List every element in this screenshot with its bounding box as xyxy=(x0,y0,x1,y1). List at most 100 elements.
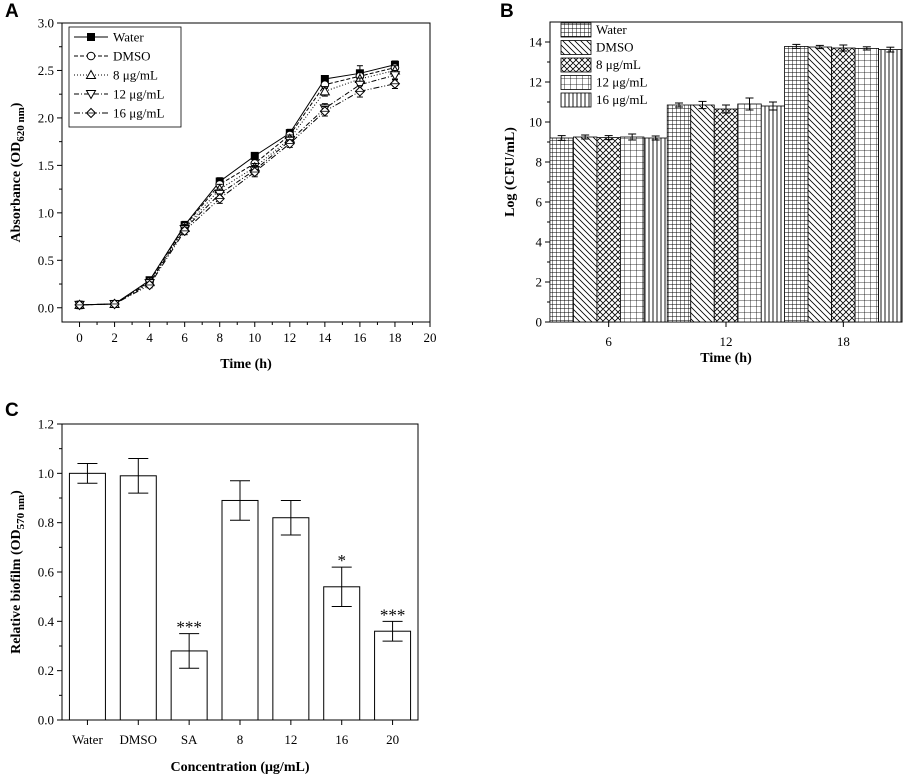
legend-label: DMSO xyxy=(113,49,151,64)
legend-label: 12 μg/mL xyxy=(596,75,647,90)
y-tick-label: 2.0 xyxy=(38,110,54,125)
x-tick-label: 0 xyxy=(76,330,83,345)
bar xyxy=(878,49,903,323)
bar xyxy=(760,105,786,323)
y-tick-label: 0.2 xyxy=(38,663,54,678)
x-tick-label: 8 xyxy=(216,330,223,345)
x-axis-title: Time (h) xyxy=(220,357,272,372)
legend-marker xyxy=(86,51,96,61)
panel-label-b: B xyxy=(500,1,514,22)
x-tick-label: 14 xyxy=(318,330,332,345)
x-axis-title: Time (h) xyxy=(700,351,752,366)
y-tick-label: 1.0 xyxy=(38,205,54,220)
legend-marker xyxy=(85,69,97,79)
x-tick-label: 18 xyxy=(837,334,850,349)
significance-label: * xyxy=(337,551,346,570)
x-tick-label: 16 xyxy=(353,330,367,345)
legend-swatch xyxy=(560,40,592,55)
legend-label: DMSO xyxy=(596,40,634,55)
data-point xyxy=(74,299,85,311)
legend-marker xyxy=(85,90,97,100)
legend: Water DMSO 8 μg/mL 12 μg/mL 16 μg/mL xyxy=(560,22,647,108)
x-tick-label: 6 xyxy=(181,330,188,345)
y-tick-label: 0.0 xyxy=(38,713,54,728)
chart-a-line-growth: 0 2 4 6 8 10 12 14 16 18 20 0.0 0.5 1.0 1.5 2.0 2.5 3.0 Ti… xyxy=(9,16,437,373)
x-tick-label: 4 xyxy=(146,330,153,345)
data-point xyxy=(144,279,155,291)
bar xyxy=(666,104,692,323)
y-axis-title: Absorbance (OD620 nm) xyxy=(9,102,27,242)
data-point xyxy=(354,86,366,97)
x-tick-label: 20 xyxy=(386,732,399,747)
significance-label: *** xyxy=(176,618,202,637)
y-tick-label: 0.5 xyxy=(38,253,54,268)
legend-label: 12 μg/mL xyxy=(113,87,164,102)
bar xyxy=(596,137,621,323)
y-tick-label: 1.5 xyxy=(38,158,54,173)
bar xyxy=(643,137,668,323)
panel-label-c: C xyxy=(5,400,19,421)
x-tick-label: 8 xyxy=(237,732,244,747)
y-tick-label: 2.5 xyxy=(38,63,54,78)
data-point xyxy=(249,166,260,178)
bar xyxy=(549,137,574,323)
x-tick-label: 16 xyxy=(335,732,349,747)
bar xyxy=(713,108,739,323)
x-tick-label: 20 xyxy=(424,330,437,345)
series-line xyxy=(79,74,396,306)
data-point xyxy=(179,225,190,237)
y-tick-label: 0.6 xyxy=(38,565,55,580)
y-tick-label: 0.0 xyxy=(38,300,54,315)
y-tick-label: 4 xyxy=(536,235,543,250)
data-point xyxy=(109,298,120,310)
y-tick-label: 10 xyxy=(529,115,542,130)
y-tick-label: 1.2 xyxy=(38,417,54,432)
y-tick-label: 3.0 xyxy=(38,16,54,31)
bar xyxy=(119,475,157,721)
legend-label: Water xyxy=(596,22,627,37)
bar xyxy=(272,517,310,721)
y-tick-label: 8 xyxy=(536,155,543,170)
panel-label-a: A xyxy=(5,1,19,22)
x-axis-title: Concentration (μg/mL) xyxy=(171,760,310,775)
bar xyxy=(854,48,879,323)
legend-label: Water xyxy=(113,30,144,45)
legend-swatch xyxy=(560,75,592,90)
data-point xyxy=(214,193,225,204)
x-tick-label: 12 xyxy=(284,732,297,747)
y-axis-title: Log (CFU/mL) xyxy=(503,127,518,217)
x-tick-label: 10 xyxy=(248,330,261,345)
bar xyxy=(221,499,259,721)
legend-label: 8 μg/mL xyxy=(113,68,158,83)
data-point xyxy=(389,78,401,89)
legend-label: 8 μg/mL xyxy=(596,57,641,72)
y-tick-label: 0.8 xyxy=(38,515,54,530)
x-tick-label: DMSO xyxy=(119,732,157,747)
legend-marker xyxy=(85,107,97,119)
y-axis-title: Relative biofilm (OD570 nm) xyxy=(9,490,27,654)
y-tick-label: 6 xyxy=(536,195,543,210)
bar xyxy=(784,46,809,323)
x-tick-label: 12 xyxy=(283,330,296,345)
y-tick-label: 14 xyxy=(529,35,543,50)
x-tick-label: Water xyxy=(72,732,103,747)
chart-c-bar-biofilm: 0.0 0.2 0.4 0.6 0.8 1.0 1.2 Water DMSO SA *** 8 12 16… xyxy=(9,417,419,775)
x-tick-label: 6 xyxy=(605,334,612,349)
data-point xyxy=(284,138,296,149)
legend-marker xyxy=(87,33,95,41)
legend-frame xyxy=(68,26,182,128)
data-point xyxy=(319,85,331,96)
bar xyxy=(831,47,856,323)
series-4 xyxy=(74,78,401,311)
y-tick-label: 12 xyxy=(529,75,542,90)
bar xyxy=(374,630,412,721)
series-line xyxy=(79,67,396,306)
legend: Water DMSO 8 μg/mL 12 μg/mL 16 μg/mL xyxy=(68,26,182,128)
series-2 xyxy=(74,64,401,309)
bar xyxy=(323,586,361,721)
bar xyxy=(690,104,715,323)
x-tick-label: SA xyxy=(181,732,198,747)
data-point xyxy=(389,71,401,81)
y-tick-label: 1.0 xyxy=(38,466,54,481)
